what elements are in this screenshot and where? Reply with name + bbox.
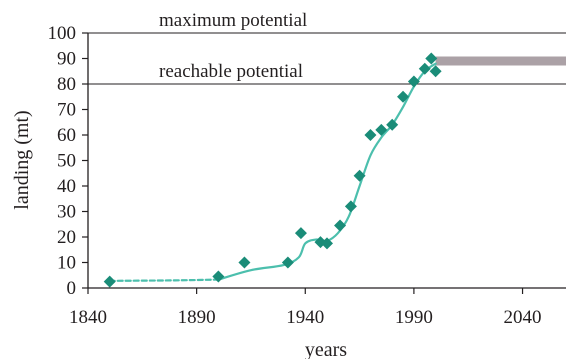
y-tick-label: 70 <box>57 100 76 121</box>
y-tick-label: 30 <box>57 202 76 223</box>
data-point <box>364 129 377 141</box>
x-tick-label: 1890 <box>178 307 216 328</box>
y-tick-label: 10 <box>57 253 76 274</box>
y-ticks: 0 10 20 30 40 50 60 70 80 90 100 <box>48 23 88 299</box>
data-point <box>321 237 333 250</box>
data-point <box>281 256 294 269</box>
data-point <box>386 118 399 131</box>
reference-lines: maximum potential reachable potential <box>88 10 566 85</box>
data-point <box>212 270 225 283</box>
y-tick-label: 80 <box>57 74 76 95</box>
x-tick-label: 1940 <box>286 307 324 328</box>
trend-layer <box>108 62 437 282</box>
data-point <box>418 62 431 75</box>
x-tick-label: 1990 <box>395 307 433 328</box>
data-point <box>375 123 388 136</box>
data-point <box>407 75 420 88</box>
data-point <box>353 169 366 182</box>
data-point <box>397 90 410 103</box>
data-point <box>429 65 442 78</box>
y-tick-label: 90 <box>57 49 76 70</box>
y-axis-title: landing (mt) <box>11 110 33 209</box>
data-point <box>334 219 347 232</box>
y-tick-label: 50 <box>57 151 76 172</box>
x-tick-label: 2040 <box>504 307 542 328</box>
x-tick-label: 1840 <box>69 307 107 328</box>
y-tick-label: 40 <box>57 176 76 197</box>
y-tick-label: 60 <box>57 125 76 146</box>
data-point <box>238 256 251 269</box>
data-point <box>425 52 438 65</box>
y-tick-label: 20 <box>57 227 76 248</box>
data-point <box>103 275 116 288</box>
x-axis-title: years <box>305 339 347 359</box>
data-point <box>344 200 357 213</box>
reference-label-maximum-potential: maximum potential <box>159 10 307 31</box>
trend-line-dashed <box>108 278 220 282</box>
y-tick-label: 0 <box>67 278 77 299</box>
points-layer <box>103 52 442 288</box>
data-point <box>294 227 307 240</box>
x-ticks: 1840 1890 1940 1990 2040 <box>69 288 542 328</box>
reference-label-reachable-potential: reachable potential <box>159 61 303 82</box>
trend-line-solid <box>217 62 437 281</box>
y-tick-label: 100 <box>48 23 77 44</box>
